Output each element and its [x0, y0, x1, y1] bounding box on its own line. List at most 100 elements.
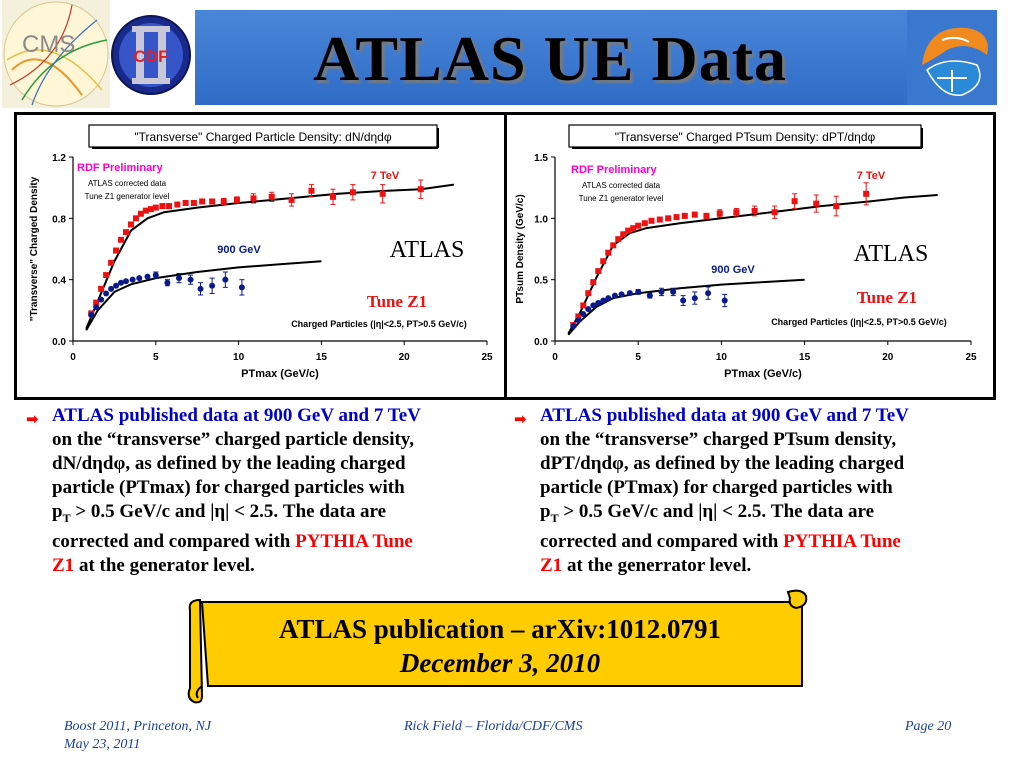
svg-text:CDF: CDF — [134, 47, 169, 66]
data-point-7tev — [833, 203, 840, 210]
data-point-7tev — [575, 313, 582, 320]
data-point-900gev — [680, 297, 687, 304]
corrected-data-label: ATLAS corrected data — [88, 179, 167, 188]
publication-scroll — [187, 589, 808, 704]
data-point-7tev — [751, 207, 758, 214]
data-point-7tev — [118, 236, 125, 243]
bullet-text: corrected and compared with — [540, 530, 784, 552]
bullet-text: dPT/dηdφ, as defined by the leading char… — [540, 453, 905, 474]
data-point-900gev — [595, 299, 602, 306]
data-point-900gev — [605, 295, 612, 302]
data-point-7tev — [691, 211, 698, 218]
data-point-900gev — [197, 285, 204, 292]
data-point-900gev — [93, 304, 100, 311]
y-tick-label: 0.5 — [534, 276, 548, 287]
y-tick-label: 1.2 — [52, 153, 66, 164]
data-point-900gev — [611, 292, 618, 299]
chart-frame-left: "Transverse" Charged Particle Density: d… — [14, 112, 508, 400]
data-point-7tev — [605, 249, 612, 256]
data-point-900gev — [618, 291, 625, 298]
data-point-7tev — [127, 221, 134, 228]
charged-particles-label: Charged Particles (|η|<2.5, PT>0.5 GeV/c… — [771, 317, 947, 327]
data-point-7tev — [595, 268, 602, 275]
x-tick-label: 25 — [481, 352, 493, 363]
data-point-7tev — [665, 215, 672, 222]
data-point-7tev — [703, 212, 710, 219]
x-tick-label: 5 — [635, 352, 641, 363]
arrow-bullet-icon: ➡ — [26, 410, 39, 428]
data-point-900gev — [705, 290, 712, 297]
cdf-logo: CDF — [111, 15, 191, 95]
data-point-7tev — [233, 196, 240, 203]
data-point-7tev — [250, 195, 257, 202]
data-point-900gev — [98, 296, 105, 303]
x-tick-label: 0 — [552, 352, 558, 363]
publication-ref: ATLAS publication – arXiv:1012.0791 — [278, 614, 722, 644]
y-tick-label: 1.5 — [534, 153, 548, 164]
bullet-text: on the “transverse” charged particle den… — [52, 429, 415, 450]
data-point-900gev — [164, 279, 171, 286]
footer-author: Rick Field – Florida/CDF/CMS — [404, 719, 583, 734]
data-point-7tev — [716, 210, 723, 217]
bullet-text: particle (PTmax) for charged particles w… — [52, 477, 405, 498]
bullet-highlight: PYTHIA Tune — [783, 530, 901, 552]
rdf-preliminary-label: RDF Preliminary — [77, 162, 163, 174]
y-tick-label: 0.0 — [534, 337, 548, 348]
x-tick-label: 20 — [399, 352, 411, 363]
tune-z1-curve — [567, 278, 805, 336]
y-tick-label: 0.8 — [52, 214, 66, 225]
data-point-900gev — [152, 272, 159, 279]
x-tick-label: 15 — [799, 352, 811, 363]
data-point-7tev — [590, 279, 597, 286]
data-point-900gev — [590, 302, 597, 309]
generator-level-label: Tune Z1 generator level — [85, 192, 170, 201]
data-point-900gev — [658, 288, 665, 295]
data-point-900gev — [113, 282, 120, 289]
data-point-7tev — [863, 190, 870, 197]
generator-level-label: Tune Z1 generator level — [579, 194, 664, 203]
data-point-7tev — [648, 217, 655, 224]
data-point-7tev — [656, 216, 663, 223]
chart-title: "Transverse" Charged Particle Density: d… — [134, 130, 392, 144]
data-point-7tev — [630, 225, 637, 232]
x-axis-label: PTmax (GeV/c) — [724, 368, 802, 380]
x-tick-label: 15 — [316, 352, 328, 363]
chart-title: "Transverse" Charged PTsum Density: dPT/… — [615, 130, 876, 144]
data-point-7tev — [641, 220, 648, 227]
data-point-7tev — [610, 242, 617, 249]
bullet-text: corrected and compared with — [52, 530, 296, 552]
data-point-7tev — [152, 204, 159, 211]
series-label-900gev: 900 GeV — [217, 244, 261, 256]
title-banner — [195, 10, 907, 105]
data-point-7tev — [122, 229, 129, 236]
x-tick-label: 0 — [70, 352, 76, 363]
data-point-900gev — [580, 311, 587, 318]
data-point-7tev — [108, 259, 115, 266]
data-point-900gev — [646, 292, 653, 299]
x-tick-label: 20 — [882, 352, 894, 363]
corrected-data-label: ATLAS corrected data — [582, 181, 661, 190]
data-point-7tev — [166, 203, 173, 210]
tune-z1-label: Tune Z1 — [367, 292, 427, 311]
bullet-text: p — [52, 501, 63, 522]
data-point-900gev — [635, 288, 642, 295]
x-tick-label: 5 — [153, 352, 159, 363]
data-point-7tev — [625, 227, 632, 234]
data-point-7tev — [209, 198, 216, 205]
data-point-7tev — [98, 285, 105, 292]
data-point-7tev — [132, 215, 139, 222]
bullet-text: > 0.5 GeV/c and |η| < 2.5. The data are — [558, 501, 875, 522]
data-point-900gev — [721, 297, 728, 304]
data-point-900gev — [626, 290, 633, 297]
data-point-900gev — [108, 285, 115, 292]
y-tick-label: 0.4 — [52, 276, 66, 287]
series-label-7tev: 7 TeV — [857, 170, 886, 182]
data-point-7tev — [93, 299, 100, 306]
y-axis-label: PTsum Density (GeV/c) — [515, 194, 526, 303]
tune-z1-curve — [85, 183, 455, 330]
data-point-7tev — [182, 200, 189, 206]
bullet-subscript: T — [62, 510, 71, 525]
x-axis-label: PTmax (GeV/c) — [241, 368, 319, 380]
data-point-900gev — [118, 279, 125, 286]
data-point-7tev — [585, 290, 592, 297]
